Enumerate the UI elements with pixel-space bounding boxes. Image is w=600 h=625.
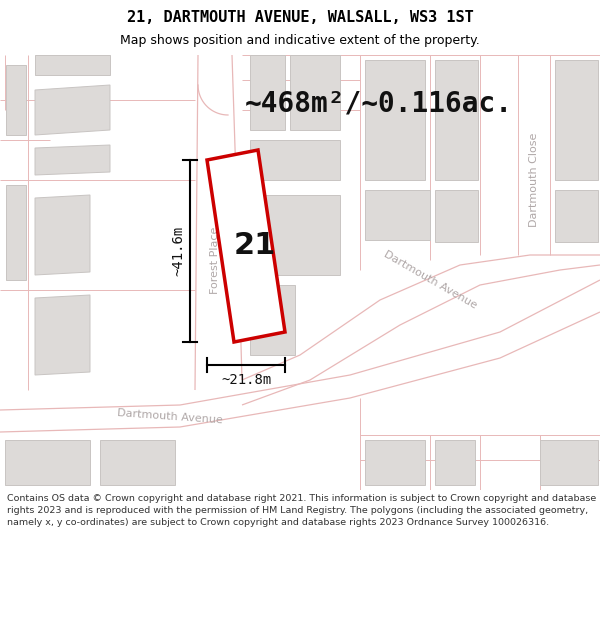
Polygon shape — [250, 285, 295, 355]
Text: Dartmouth Avenue: Dartmouth Avenue — [382, 249, 478, 311]
Text: ~21.8m: ~21.8m — [221, 373, 271, 387]
Polygon shape — [207, 150, 285, 342]
Polygon shape — [540, 440, 598, 485]
Text: ~41.6m: ~41.6m — [171, 226, 185, 276]
Polygon shape — [35, 55, 110, 75]
Polygon shape — [555, 190, 598, 242]
Polygon shape — [35, 295, 90, 375]
Polygon shape — [250, 140, 340, 180]
Polygon shape — [192, 55, 242, 390]
Polygon shape — [300, 230, 600, 315]
Text: Dartmouth Avenue: Dartmouth Avenue — [117, 408, 223, 426]
Polygon shape — [6, 185, 26, 280]
Polygon shape — [435, 440, 475, 485]
Polygon shape — [250, 55, 285, 130]
Polygon shape — [0, 280, 600, 435]
Polygon shape — [365, 60, 425, 180]
Polygon shape — [5, 440, 90, 485]
Polygon shape — [555, 60, 598, 180]
Polygon shape — [365, 190, 430, 240]
Polygon shape — [250, 195, 340, 275]
Polygon shape — [100, 440, 175, 485]
Text: 21: 21 — [234, 231, 276, 259]
Text: Dartmouth Close: Dartmouth Close — [529, 132, 539, 227]
Polygon shape — [365, 440, 425, 485]
Polygon shape — [290, 55, 340, 130]
Text: Contains OS data © Crown copyright and database right 2021. This information is : Contains OS data © Crown copyright and d… — [7, 494, 596, 527]
Text: ~468m²/~0.116ac.: ~468m²/~0.116ac. — [245, 90, 513, 118]
Polygon shape — [435, 190, 478, 242]
Polygon shape — [35, 85, 110, 135]
Polygon shape — [35, 145, 110, 175]
Polygon shape — [6, 65, 26, 135]
Polygon shape — [435, 60, 478, 180]
Polygon shape — [35, 195, 90, 275]
Text: Map shows position and indicative extent of the property.: Map shows position and indicative extent… — [120, 34, 480, 47]
Text: 21, DARTMOUTH AVENUE, WALSALL, WS3 1ST: 21, DARTMOUTH AVENUE, WALSALL, WS3 1ST — [127, 10, 473, 25]
Text: Forest Place: Forest Place — [210, 226, 220, 294]
Polygon shape — [518, 55, 555, 290]
